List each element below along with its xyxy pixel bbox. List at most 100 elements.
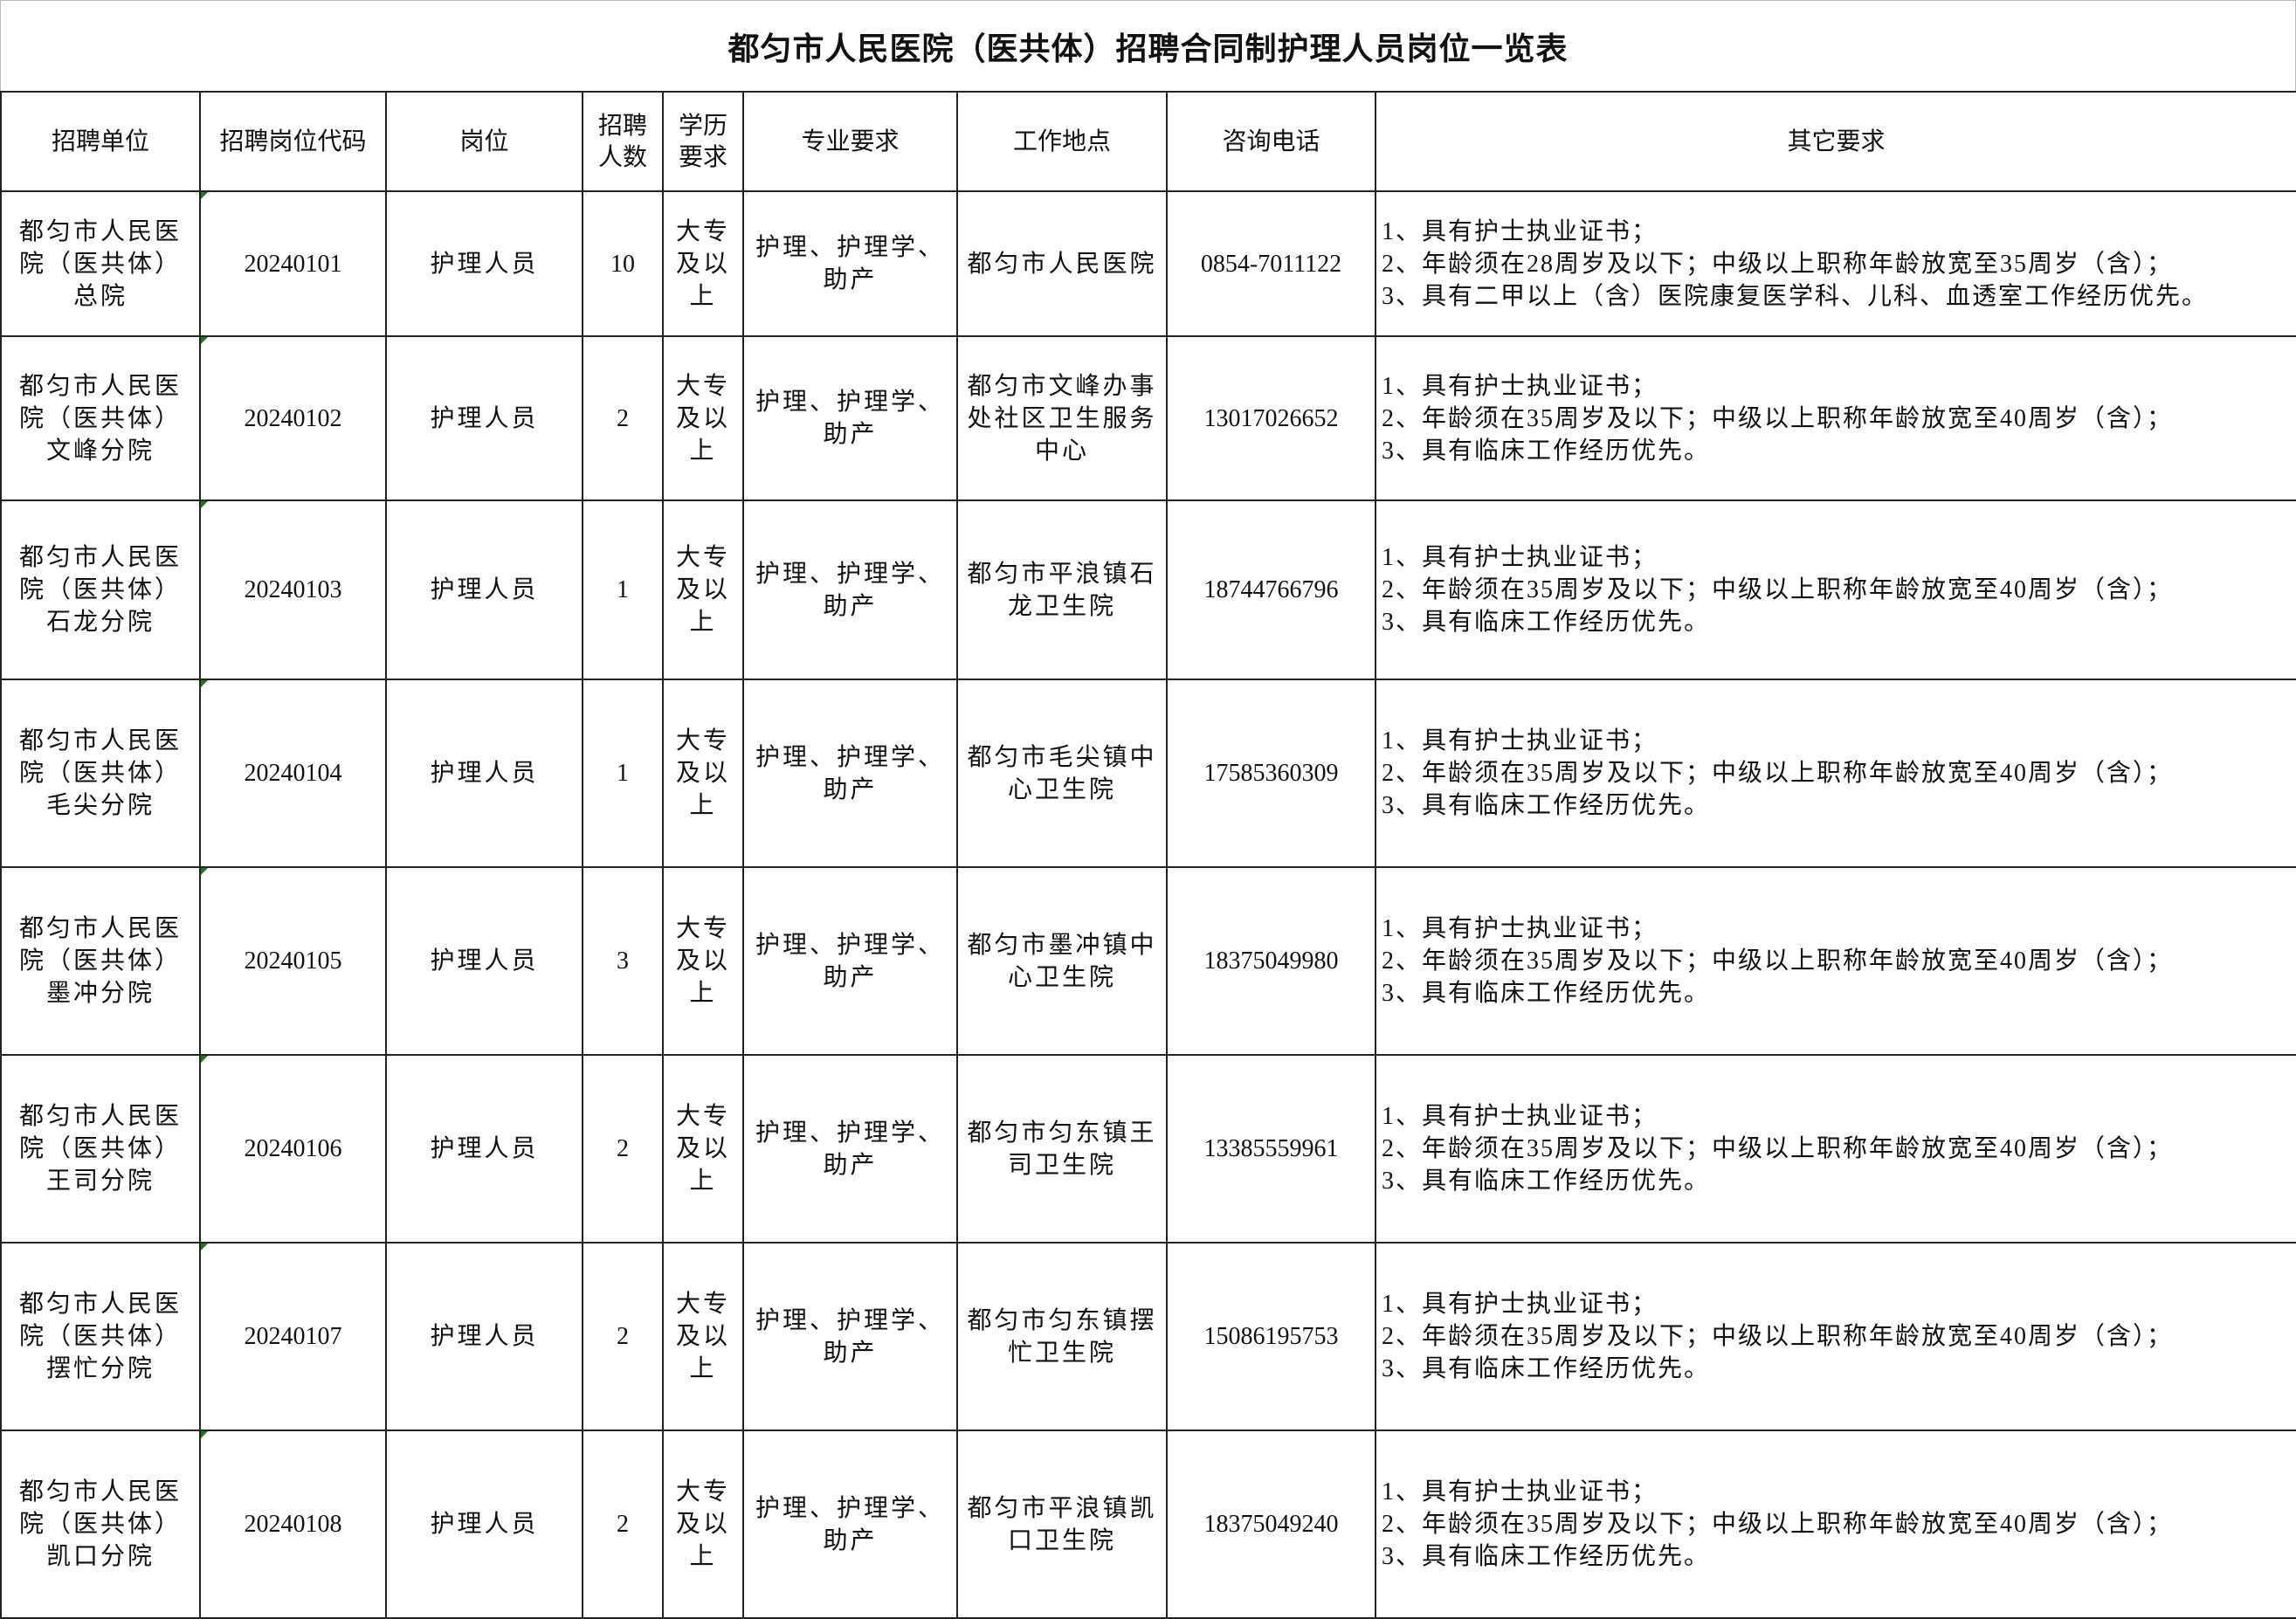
requirement-line: 3、具有临床工作经历优先。 <box>1382 437 1711 465</box>
position-code: 20240102 <box>199 335 387 501</box>
other-requirements: 1、具有护士执业证书； 2、年龄须在35周岁及以下；中级以上职称年龄放宽至40周岁… <box>1375 335 2296 501</box>
requirement-line: 3、具有临床工作经历优先。 <box>1382 1168 1711 1195</box>
major-requirement: 护理、护理学、助产 <box>742 499 958 680</box>
table-row: 都匀市人民医院（医共体）毛尖分院 20240104 护理人员 1 大专及以上 护理、护理学… <box>0 679 2296 868</box>
requirement-line: 2、年龄须在35周岁及以下；中级以上职称年龄放宽至40周岁（含）； <box>1382 1135 2174 1162</box>
cell-indicator-icon <box>201 501 208 508</box>
contact-phone: 15086195753 <box>1166 1242 1376 1431</box>
requirement-line: 3、具有临床工作经历优先。 <box>1382 792 1711 819</box>
education-requirement: 大专及以上 <box>662 190 744 337</box>
other-requirements: 1、具有护士执业证书； 2、年龄须在35周岁及以下；中级以上职称年龄放宽至40周岁… <box>1375 499 2296 680</box>
recruiting-unit: 都匀市人民医院（医共体）摆忙分院 <box>0 1242 201 1431</box>
recruiting-unit: 都匀市人民医院（医共体）凯口分院 <box>0 1430 201 1619</box>
cell-indicator-icon <box>201 1056 208 1063</box>
header-other-requirements: 其它要求 <box>1375 91 2296 192</box>
requirement-line: 1、具有护士执业证书； <box>1382 1291 1658 1318</box>
education-requirement: 大专及以上 <box>662 335 744 501</box>
headcount: 2 <box>582 335 664 501</box>
page-title: 都匀市人民医院（医共体）招聘合同制护理人员岗位一览表 <box>0 0 2296 92</box>
recruiting-unit: 都匀市人民医院（医共体）毛尖分院 <box>0 679 201 868</box>
education-requirement: 大专及以上 <box>662 499 744 680</box>
work-location: 都匀市匀东镇摆忙卫生院 <box>956 1242 1168 1431</box>
headcount: 1 <box>582 499 664 680</box>
cell-indicator-icon <box>201 868 208 875</box>
education-requirement: 大专及以上 <box>662 679 744 868</box>
other-requirements: 1、具有护士执业证书； 2、年龄须在35周岁及以下；中级以上职称年龄放宽至40周岁… <box>1375 866 2296 1056</box>
requirement-line: 2、年龄须在35周岁及以下；中级以上职称年龄放宽至40周岁（含）； <box>1382 760 2174 787</box>
recruiting-unit: 都匀市人民医院（医共体）总院 <box>0 190 201 337</box>
requirement-line: 2、年龄须在35周岁及以下；中级以上职称年龄放宽至40周岁（含）； <box>1382 404 2174 432</box>
contact-phone: 18744766796 <box>1166 499 1376 680</box>
other-requirements: 1、具有护士执业证书； 2、年龄须在35周岁及以下；中级以上职称年龄放宽至40周岁… <box>1375 1054 2296 1244</box>
table-row: 都匀市人民医院（医共体）王司分院 20240106 护理人员 2 大专及以上 护理、护理学… <box>0 1054 2296 1244</box>
contact-phone: 0854-7011122 <box>1166 190 1376 337</box>
major-requirement: 护理、护理学、助产 <box>742 335 958 501</box>
cell-indicator-icon <box>201 680 208 687</box>
headcount: 10 <box>582 190 664 337</box>
contact-phone: 18375049980 <box>1166 866 1376 1056</box>
recruiting-unit: 都匀市人民医院（医共体）王司分院 <box>0 1054 201 1244</box>
headcount: 2 <box>582 1430 664 1619</box>
cell-indicator-icon <box>201 192 208 199</box>
work-location: 都匀市匀东镇王司卫生院 <box>956 1054 1168 1244</box>
requirement-line: 1、具有护士执业证书； <box>1382 1478 1658 1505</box>
recruiting-unit: 都匀市人民医院（医共体）墨冲分院 <box>0 866 201 1056</box>
position-code: 20240105 <box>199 866 387 1056</box>
work-location: 都匀市人民医院 <box>956 190 1168 337</box>
position-code: 20240107 <box>199 1242 387 1431</box>
position-name: 护理人员 <box>385 335 583 501</box>
position-name: 护理人员 <box>385 866 583 1056</box>
major-requirement: 护理、护理学、助产 <box>742 1430 958 1619</box>
position-code: 20240108 <box>199 1430 387 1619</box>
headcount: 2 <box>582 1054 664 1244</box>
header-education: 学历要求 <box>662 91 744 192</box>
positions-table: 招聘单位 招聘岗位代码 岗位 招聘人数 学历要求 专业要求 工作地点 咨询电话 … <box>0 91 2296 1619</box>
contact-phone: 18375049240 <box>1166 1430 1376 1619</box>
cell-indicator-icon <box>201 1431 208 1438</box>
header-code: 招聘岗位代码 <box>199 91 387 192</box>
contact-phone: 17585360309 <box>1166 679 1376 868</box>
header-location: 工作地点 <box>956 91 1168 192</box>
work-location: 都匀市平浪镇石龙卫生院 <box>956 499 1168 680</box>
requirement-line: 2、年龄须在35周岁及以下；中级以上职称年龄放宽至40周岁（含）； <box>1382 1323 2174 1350</box>
header-unit: 招聘单位 <box>0 91 201 192</box>
requirement-line: 2、年龄须在35周岁及以下；中级以上职称年龄放宽至40周岁（含）； <box>1382 947 2174 975</box>
contact-phone: 13385559961 <box>1166 1054 1376 1244</box>
requirement-line: 3、具有临床工作经历优先。 <box>1382 1543 1711 1570</box>
requirement-line: 1、具有护士执业证书； <box>1382 1103 1658 1130</box>
requirement-line: 1、具有护士执业证书； <box>1382 544 1658 571</box>
recruiting-unit: 都匀市人民医院（医共体）石龙分院 <box>0 499 201 680</box>
header-position: 岗位 <box>385 91 583 192</box>
table-row: 都匀市人民医院（医共体）文峰分院 20240102 护理人员 2 大专及以上 护理、护理学… <box>0 335 2296 501</box>
requirement-line: 2、年龄须在35周岁及以下；中级以上职称年龄放宽至40周岁（含）； <box>1382 576 2174 603</box>
work-location: 都匀市文峰办事处社区卫生服务中心 <box>956 335 1168 501</box>
requirement-line: 3、具有二甲以上（含）医院康复医学科、儿科、血透室工作经历优先。 <box>1382 282 2209 310</box>
header-phone: 咨询电话 <box>1166 91 1376 192</box>
major-requirement: 护理、护理学、助产 <box>742 866 958 1056</box>
other-requirements: 1、具有护士执业证书； 2、年龄须在35周岁及以下；中级以上职称年龄放宽至40周岁… <box>1375 1242 2296 1431</box>
other-requirements: 1、具有护士执业证书； 2、年龄须在35周岁及以下；中级以上职称年龄放宽至40周岁… <box>1375 1430 2296 1619</box>
position-name: 护理人员 <box>385 1430 583 1619</box>
position-code: 20240101 <box>199 190 387 337</box>
requirement-line: 1、具有护士执业证书； <box>1382 217 1658 245</box>
table-row: 都匀市人民医院（医共体）摆忙分院 20240107 护理人员 2 大专及以上 护理、护理学… <box>0 1242 2296 1431</box>
work-location: 都匀市毛尖镇中心卫生院 <box>956 679 1168 868</box>
recruiting-unit: 都匀市人民医院（医共体）文峰分院 <box>0 335 201 501</box>
headcount: 2 <box>582 1242 664 1431</box>
work-location: 都匀市墨冲镇中心卫生院 <box>956 866 1168 1056</box>
position-code: 20240106 <box>199 1054 387 1244</box>
table-row: 都匀市人民医院（医共体）凯口分院 20240108 护理人员 2 大专及以上 护理、护理学… <box>0 1430 2296 1619</box>
table-row: 都匀市人民医院（医共体）总院 20240101 护理人员 10 大专及以上 护理、护理学、… <box>0 190 2296 337</box>
cell-indicator-icon <box>201 1244 208 1250</box>
table-row: 都匀市人民医院（医共体）石龙分院 20240103 护理人员 1 大专及以上 护理、护理学… <box>0 499 2296 680</box>
major-requirement: 护理、护理学、助产 <box>742 679 958 868</box>
requirement-line: 1、具有护士执业证书； <box>1382 915 1658 942</box>
position-code: 20240103 <box>199 499 387 680</box>
position-name: 护理人员 <box>385 499 583 680</box>
other-requirements: 1、具有护士执业证书； 2、年龄须在35周岁及以下；中级以上职称年龄放宽至40周岁… <box>1375 679 2296 868</box>
header-count: 招聘人数 <box>582 91 664 192</box>
education-requirement: 大专及以上 <box>662 1242 744 1431</box>
education-requirement: 大专及以上 <box>662 1430 744 1619</box>
other-requirements: 1、具有护士执业证书； 2、年龄须在28周岁及以下；中级以上职称年龄放宽至35周岁… <box>1375 190 2296 337</box>
header-row: 招聘单位 招聘岗位代码 岗位 招聘人数 学历要求 专业要求 工作地点 咨询电话 … <box>0 91 2296 192</box>
